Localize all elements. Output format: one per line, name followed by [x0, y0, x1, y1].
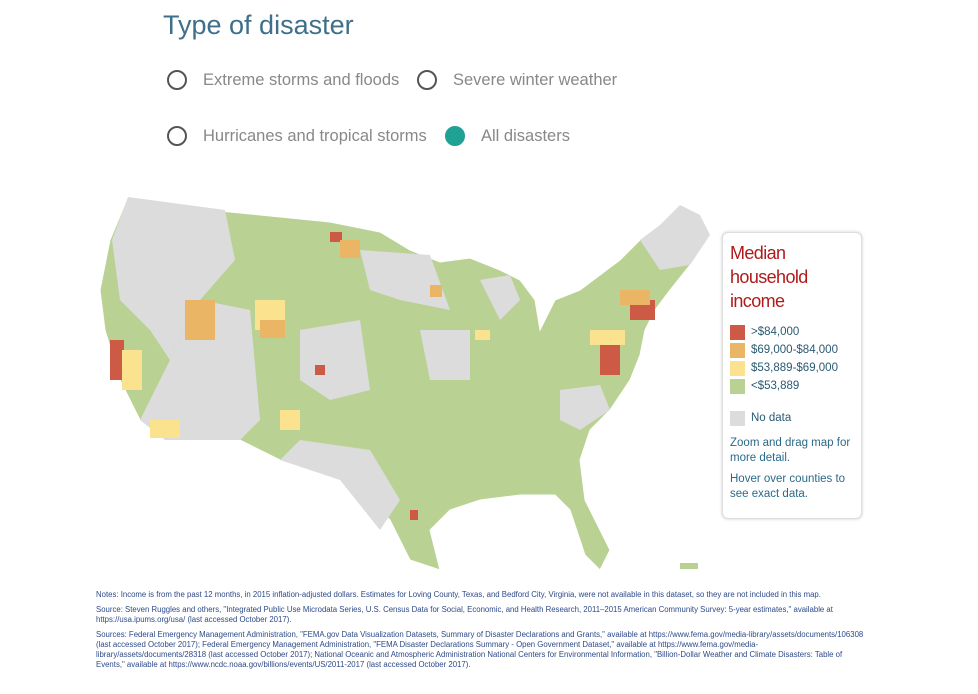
source-text: Source: Steven Ruggles and others, "Inte…: [96, 605, 833, 624]
legend-title: Median household income: [730, 243, 808, 311]
legend: Median household income >$84,000 $69,000…: [722, 232, 862, 519]
legend-item: <$53,889: [730, 379, 854, 394]
hawaii: [680, 563, 698, 569]
legend-note-hover: Hover over counties to see exact data.: [730, 473, 846, 500]
radio-hurricanes[interactable]: Hurricanes and tropical storms: [167, 126, 427, 146]
legend-item: $69,000-$84,000: [730, 343, 854, 358]
legend-label: $53,889-$69,000: [751, 362, 838, 374]
us-landmass[interactable]: [99, 196, 711, 571]
legend-item: >$84,000: [730, 325, 854, 340]
radio-all-disasters[interactable]: All disasters: [445, 126, 570, 146]
swatch: [730, 325, 745, 340]
legend-label: >$84,000: [751, 326, 800, 338]
swatch: [730, 379, 745, 394]
swatch: [730, 411, 745, 426]
legend-label: No data: [751, 412, 792, 424]
legend-note-zoom: Zoom and drag map for more detail.: [730, 437, 851, 464]
swatch: [730, 361, 745, 376]
radio-circle[interactable]: [417, 70, 437, 90]
radio-label: All disasters: [481, 126, 570, 145]
radio-label: Extreme storms and floods: [203, 70, 400, 89]
radio-circle-selected[interactable]: [445, 126, 465, 146]
radio-circle[interactable]: [167, 70, 187, 90]
radio-label: Hurricanes and tropical storms: [203, 126, 427, 145]
no-data-regions: [112, 197, 710, 530]
radio-extreme-storms[interactable]: Extreme storms and floods: [167, 70, 399, 90]
radio-circle[interactable]: [167, 126, 187, 146]
notes-text: Notes: Income is from the past 12 months…: [96, 590, 821, 599]
sources-text: Sources: Federal Emergency Management Ad…: [96, 630, 864, 669]
legend-label: <$53,889: [751, 380, 800, 392]
us-county-map[interactable]: [0, 180, 720, 580]
legend-label: $69,000-$84,000: [751, 344, 838, 356]
radio-label: Severe winter weather: [453, 70, 618, 89]
page-title: Type of disaster: [163, 10, 354, 40]
swatch: [730, 343, 745, 358]
income-highlights: [110, 232, 655, 520]
legend-nodata: No data: [730, 411, 854, 426]
radio-severe-winter[interactable]: Severe winter weather: [417, 70, 617, 90]
legend-item: $53,889-$69,000: [730, 361, 854, 376]
notes-section: Notes: Income is from the past 12 months…: [96, 590, 866, 675]
